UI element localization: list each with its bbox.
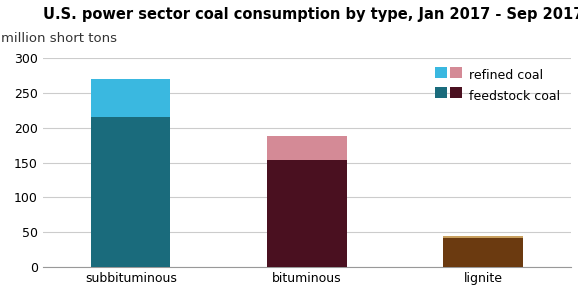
Text: U.S. power sector coal consumption by type, Jan 2017 - Sep 2017: U.S. power sector coal consumption by ty…: [43, 7, 578, 22]
Bar: [267, 136, 347, 160]
Bar: [91, 117, 171, 267]
Bar: [443, 238, 523, 267]
Legend: refined coal, feedstock coal: refined coal, feedstock coal: [430, 64, 565, 107]
Bar: [443, 237, 523, 238]
Bar: [267, 160, 347, 267]
Text: million short tons: million short tons: [1, 32, 117, 45]
Bar: [91, 79, 171, 117]
